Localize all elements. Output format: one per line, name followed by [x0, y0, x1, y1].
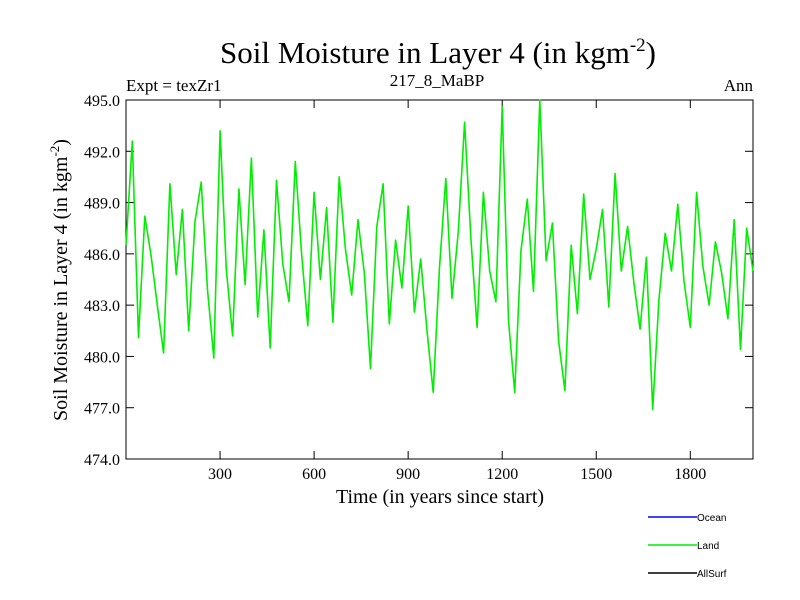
period-label: 217_8_MaBP: [390, 71, 484, 90]
season-label: Ann: [724, 76, 754, 95]
y-tick-label: 474.0: [84, 452, 120, 469]
y-tick-label: 483.0: [84, 298, 120, 315]
chart-title: Soil Moisture in Layer 4 (in kgm-2): [220, 35, 656, 70]
x-tick-label: 600: [302, 466, 326, 483]
y-axis: 474.0 477.0 480.0 483.0 486.0 489.0 492.0 495.0: [84, 93, 753, 469]
x-tick-label: 300: [208, 466, 232, 483]
y-tick-label: 492.0: [84, 144, 120, 161]
legend-label-ocean: Ocean: [697, 513, 726, 524]
y-tick-label: 480.0: [84, 349, 120, 366]
x-tick-label: 1800: [674, 466, 706, 483]
x-tick-label: 900: [396, 466, 420, 483]
y-tick-label: 489.0: [84, 196, 120, 213]
experiment-label: Expt = texZr1: [126, 76, 222, 95]
x-axis-label: Time (in years since start): [336, 486, 544, 508]
legend-label-allsurf: AllSurf: [697, 569, 727, 580]
series-layer: [125, 99, 754, 411]
x-tick-label: 1200: [486, 466, 518, 483]
x-axis: 300 600 900 1200 1500 1800: [208, 100, 706, 483]
y-axis-label: Soil Moisture in Layer 4 (in kgm-2): [47, 139, 72, 421]
y-tick-label: 486.0: [84, 247, 120, 264]
y-tick-label: 495.0: [84, 93, 120, 110]
plot-frame: [125, 99, 754, 460]
series-line-land: [125, 99, 754, 411]
legend-label-land: Land: [697, 541, 719, 552]
x-tick-label: 1500: [580, 466, 612, 483]
y-tick-label: 477.0: [84, 401, 120, 418]
legend: Ocean Land AllSurf: [648, 513, 727, 580]
